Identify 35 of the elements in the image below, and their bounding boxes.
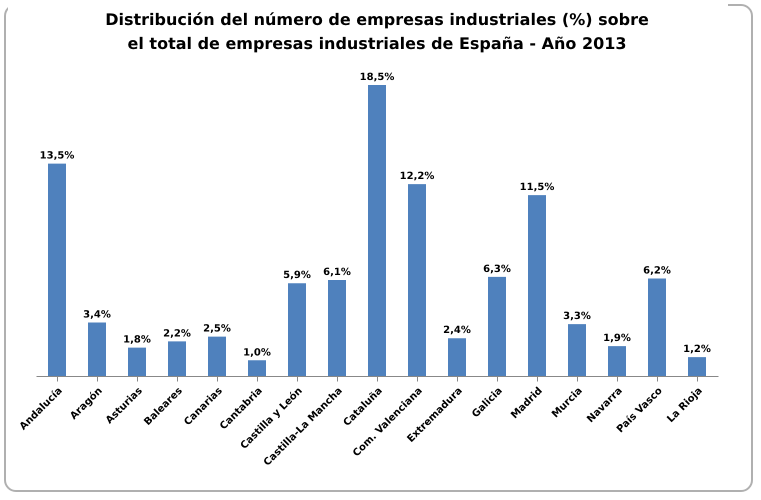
data-label: 13,5% [40,150,74,162]
data-label: 18,5% [360,72,394,83]
data-label: 1,9% [603,333,631,344]
bar [688,357,706,376]
chart-title: Distribución del número de empresas industriales (%) sobre el total de empresas industriales de España - Año 2013 [105,10,649,53]
data-label: 2,4% [443,325,471,336]
data-label: 12,2% [400,171,434,182]
bar [48,164,66,376]
bar [368,85,386,376]
bar [528,195,546,376]
data-label: 1,0% [243,347,271,358]
bar [328,280,346,376]
bar [288,283,306,376]
data-label: 6,1% [323,267,351,278]
data-label: 11,5% [520,182,554,194]
bar [168,341,186,376]
data-label: 3,4% [83,310,111,321]
data-label: 5,9% [283,270,311,282]
bar [408,184,426,376]
data-label: 1,8% [123,334,151,346]
bar [128,348,146,376]
data-label: 2,2% [163,328,191,340]
data-label: 1,2% [683,344,711,356]
bar [568,324,586,376]
bar [488,276,506,376]
bar [608,346,626,376]
bar [208,336,226,376]
data-label: 6,2% [643,265,671,276]
bar [648,278,666,376]
bar [248,360,266,376]
data-label: 2,5% [203,324,231,335]
data-label: 6,3% [483,264,511,275]
data-label: 3,3% [563,311,591,322]
bar [448,338,466,376]
bar [88,322,106,376]
